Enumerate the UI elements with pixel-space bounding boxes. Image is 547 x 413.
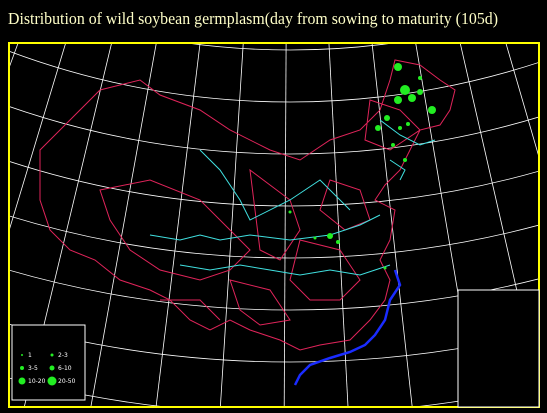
sample-points bbox=[288, 63, 436, 270]
coastline bbox=[293, 269, 402, 386]
parallel bbox=[9, 160, 539, 207]
parallel bbox=[186, 43, 394, 51]
legend-symbol bbox=[21, 354, 23, 356]
parallel bbox=[9, 215, 539, 259]
legend-label: 6-10 bbox=[58, 365, 72, 372]
parallel bbox=[9, 269, 539, 311]
province-borders bbox=[39, 59, 456, 351]
legend-symbol bbox=[50, 353, 54, 357]
legend-label: 2-3 bbox=[58, 352, 68, 359]
map-title: Distribution of wild soybean germplasm(d… bbox=[8, 9, 498, 28]
legend-box bbox=[11, 324, 86, 401]
meridian bbox=[219, 43, 244, 407]
rivers bbox=[149, 119, 436, 276]
legend-symbol bbox=[18, 377, 26, 385]
legend-label: 1 bbox=[28, 352, 32, 359]
meridian bbox=[505, 43, 539, 159]
map-frame bbox=[8, 42, 540, 408]
inset-map bbox=[457, 289, 540, 408]
meridian bbox=[90, 43, 157, 407]
meridian bbox=[328, 43, 349, 407]
legend-symbol bbox=[49, 365, 55, 371]
legend-label: 10-20 bbox=[28, 378, 46, 385]
parallel bbox=[9, 323, 539, 363]
meridian bbox=[283, 43, 287, 407]
meridian bbox=[459, 43, 539, 389]
parallel bbox=[9, 105, 539, 155]
legend-label: 3-5 bbox=[28, 365, 38, 372]
legend: 1 2-3 3-5 6-10 10-20 20-50 bbox=[18, 352, 76, 386]
meridian bbox=[155, 43, 201, 407]
meridian bbox=[9, 43, 67, 233]
parallel bbox=[9, 50, 539, 103]
legend-symbol bbox=[47, 376, 57, 386]
legend-label: 20-50 bbox=[58, 378, 76, 385]
legend-symbol bbox=[20, 366, 24, 370]
meridian bbox=[371, 43, 413, 407]
boundaries bbox=[39, 59, 456, 386]
